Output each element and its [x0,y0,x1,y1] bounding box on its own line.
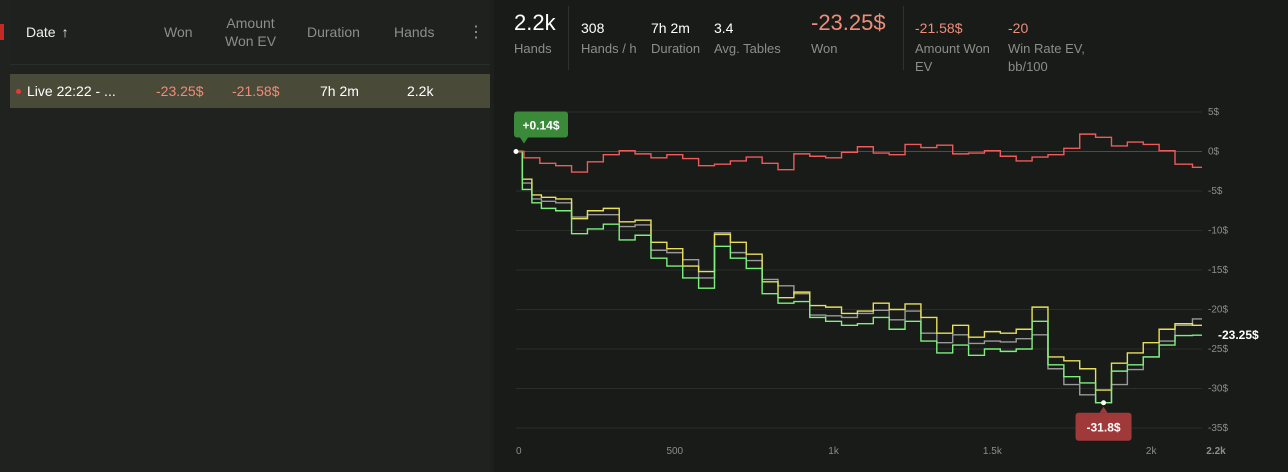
stat-hands: 2.2k Hands [514,10,556,56]
chart-lines [516,133,1202,404]
session-label: Live 22:22 - ... [16,74,116,108]
stat-duration: 7h 2m Duration [651,20,701,56]
session-detail-panel: 2.2k Hands 308 Hands / h 7h 2m Duration … [494,0,1288,472]
x-axis-ticks: 0 500 1k 1.5k 2k 2.2k [516,446,1226,457]
x-tick-label: 1k [828,446,840,457]
cell-duration: 7h 2m [320,83,359,99]
min-badge-pointer [1099,406,1108,413]
divider [903,6,904,70]
stat-win-rate-ev: -20 Win Rate EV, bb/100 [1008,20,1085,74]
x-tick-label: 2.2k [1206,446,1226,457]
table-row[interactable]: Live 22:22 - ... -23.25$ -21.58$ 7h 2m 2… [10,74,490,108]
max-label: +0.14$ [522,119,559,133]
stat-hands-per-hour: 308 Hands / h [581,20,637,56]
y-tick-label: -35$ [1208,423,1228,434]
live-dot-icon [16,88,21,94]
divider [10,64,490,65]
more-options-icon[interactable]: ⋮ [468,24,484,41]
cell-won: -23.25$ [156,83,204,99]
column-header-won[interactable]: Won [164,24,193,40]
stat-amount-won-ev: -21.58$ Amount Won EV [915,20,990,74]
divider [568,6,569,70]
y-tick-label: -15$ [1208,265,1228,276]
min-point [1101,400,1107,406]
max-point [513,149,519,154]
series-line-grey [516,150,1202,404]
series-line-green [516,150,1202,404]
column-header-amount-won-ev[interactable]: Amount Won EV [225,15,277,49]
column-header-date[interactable]: Date ↑ [26,24,69,40]
sessions-panel: Date ↑ Won Amount Won EV Duration Hands … [0,0,490,472]
profit-chart[interactable]: 5$ 0$ -5$ -10$ -15$ -20$ -25$ -30$ -35$ 0 500 1k 1.… [494,0,1288,472]
cell-hands: 2.2k [407,83,434,99]
chart-grid [516,111,1202,429]
chart-markers: +0.14$ -31.8$ -23.25$ [513,111,1259,441]
stat-avg-tables: 3.4 Avg. Tables [714,20,781,56]
min-badge [1075,412,1132,441]
y-tick-label: -5$ [1208,186,1223,197]
y-tick-label: -20$ [1208,305,1228,316]
series-line-yellow [516,150,1202,391]
max-badge-pointer [520,137,528,144]
x-tick-label: 500 [666,446,683,457]
max-badge [514,111,568,138]
y-tick-label: -25$ [1208,344,1228,355]
y-axis-ticks: 5$ 0$ -5$ -10$ -15$ -20$ -25$ -30$ -35$ [1208,107,1228,434]
x-tick-label: 0 [516,446,522,457]
table-header: Date ↑ Won Amount Won EV Duration Hands … [10,0,490,64]
y-tick-label: -30$ [1208,384,1228,395]
column-header-duration[interactable]: Duration [307,24,360,40]
min-label: -31.8$ [1087,421,1121,435]
edge-marker [0,24,4,40]
cell-amount-won-ev: -21.58$ [232,83,280,99]
y-tick-label: -10$ [1208,226,1228,237]
column-header-hands[interactable]: Hands [394,24,435,40]
sort-arrow-icon[interactable]: ↑ [61,24,69,40]
stat-won: -23.25$ Won [811,10,886,56]
y-tick-label: 0$ [1208,147,1220,158]
end-value-label: -23.25$ [1218,328,1259,342]
y-tick-label: 5$ [1208,107,1220,118]
series-line-red [516,133,1202,173]
x-tick-label: 1.5k [983,446,1003,457]
x-tick-label: 2k [1146,446,1158,457]
